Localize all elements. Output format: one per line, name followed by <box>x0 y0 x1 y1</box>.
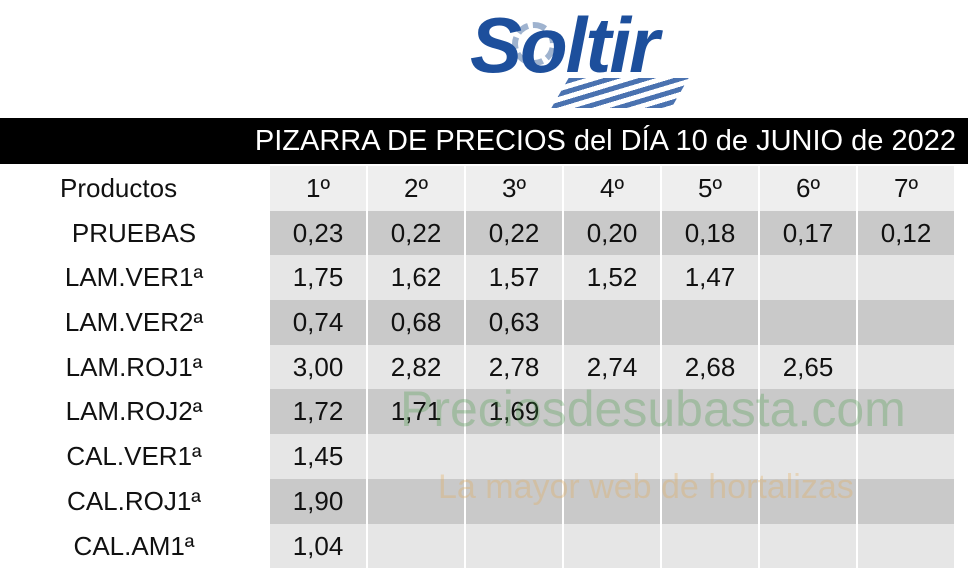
header-cell: 1º <box>270 166 368 211</box>
price-cell: 1,71 <box>368 389 466 435</box>
price-cell: 0,68 <box>368 300 466 345</box>
header-cell: 2º <box>368 166 466 211</box>
price-cell <box>466 434 564 479</box>
logo: Soltir <box>470 1 659 89</box>
watermark-site: Preciosdesubasta.com <box>400 381 906 437</box>
product-cell: PRUEBAS <box>0 210 270 256</box>
price-cell: 2,82 <box>368 344 466 390</box>
product-cell: LAM.VER1ª <box>0 255 270 301</box>
product-cell: CAL.AM1ª <box>0 523 270 569</box>
price-cell: 1,52 <box>564 255 662 301</box>
price-cell: 1,75 <box>270 255 368 301</box>
price-cell: 2,78 <box>466 344 564 390</box>
price-cell <box>662 389 760 435</box>
price-cell <box>760 300 858 345</box>
price-cell <box>564 523 662 569</box>
price-cell: 1,72 <box>270 389 368 435</box>
price-cell <box>858 255 956 301</box>
price-cell <box>858 389 956 435</box>
table-row: LAM.ROJ2ª 1,72 1,71 1,69 <box>0 389 956 435</box>
price-cell <box>858 434 956 479</box>
header-cell: 7º <box>858 166 956 211</box>
price-cell: 0,23 <box>270 210 368 256</box>
price-cell <box>760 478 858 524</box>
price-cell <box>858 478 956 524</box>
price-cell: 2,68 <box>662 344 760 390</box>
price-cell: 0,17 <box>760 210 858 256</box>
table-row: LAM.VER2ª 0,74 0,68 0,63 <box>0 300 956 345</box>
price-cell <box>662 300 760 345</box>
price-cell <box>760 389 858 435</box>
product-cell: LAM.VER2ª <box>0 300 270 345</box>
price-cell: 0,18 <box>662 210 760 256</box>
header-cell: 6º <box>760 166 858 211</box>
board-title: PIZARRA DE PRECIOS del DÍA 10 de JUNIO d… <box>0 118 968 164</box>
logo-sun <box>512 22 556 66</box>
product-cell: LAM.ROJ1ª <box>0 344 270 390</box>
product-cell: CAL.VER1ª <box>0 434 270 479</box>
table-row: CAL.VER1ª 1,45 <box>0 434 956 479</box>
product-cell: CAL.ROJ1ª <box>0 478 270 524</box>
price-cell: 0,63 <box>466 300 564 345</box>
price-cell: 0,20 <box>564 210 662 256</box>
price-cell: 0,12 <box>858 210 956 256</box>
price-cell <box>368 523 466 569</box>
product-cell: LAM.ROJ2ª <box>0 389 270 435</box>
price-cell <box>662 434 760 479</box>
table-row: CAL.AM1ª 1,04 <box>0 523 956 569</box>
price-cell <box>858 523 956 569</box>
header-cell: 4º <box>564 166 662 211</box>
price-cell <box>564 478 662 524</box>
price-cell: 1,90 <box>270 478 368 524</box>
price-cell: 0,74 <box>270 300 368 345</box>
header-row: Productos 1º 2º 3º 4º 5º 6º 7º <box>0 166 956 211</box>
table-row: LAM.ROJ1ª 3,00 2,82 2,78 2,74 2,68 2,65 <box>0 344 956 390</box>
price-cell: 2,65 <box>760 344 858 390</box>
price-cell <box>760 434 858 479</box>
table-row: LAM.VER1ª 1,75 1,62 1,57 1,52 1,47 <box>0 255 956 301</box>
price-cell <box>662 523 760 569</box>
price-cell: 3,00 <box>270 344 368 390</box>
price-cell: 1,47 <box>662 255 760 301</box>
price-table: Productos 1º 2º 3º 4º 5º 6º 7º PRUEBAS 0,23 0,22 0,… <box>0 166 956 569</box>
header-cell: Productos <box>0 166 270 211</box>
price-cell: 1,04 <box>270 523 368 569</box>
price-cell <box>662 478 760 524</box>
price-cell: 1,57 <box>466 255 564 301</box>
table-row: CAL.ROJ1ª 1,90 <box>0 478 956 524</box>
price-cell <box>466 523 564 569</box>
price-cell <box>466 478 564 524</box>
price-cell: 1,69 <box>466 389 564 435</box>
table-row: PRUEBAS 0,23 0,22 0,22 0,20 0,18 0,17 0,12 <box>0 210 956 256</box>
price-cell: 1,62 <box>368 255 466 301</box>
price-cell: 0,22 <box>368 210 466 256</box>
price-cell <box>564 434 662 479</box>
price-cell <box>368 478 466 524</box>
price-cell: 0,22 <box>466 210 564 256</box>
watermark-tagline: La mayor web de hortalizas <box>438 468 854 506</box>
price-cell <box>564 300 662 345</box>
price-cell: 1,45 <box>270 434 368 479</box>
price-cell <box>760 255 858 301</box>
header-cell: 5º <box>662 166 760 211</box>
price-cell <box>564 389 662 435</box>
price-cell: 2,74 <box>564 344 662 390</box>
price-cell <box>760 523 858 569</box>
price-cell <box>858 344 956 390</box>
header-cell: 3º <box>466 166 564 211</box>
price-cell <box>368 434 466 479</box>
price-cell <box>858 300 956 345</box>
logo-rows <box>551 78 689 108</box>
